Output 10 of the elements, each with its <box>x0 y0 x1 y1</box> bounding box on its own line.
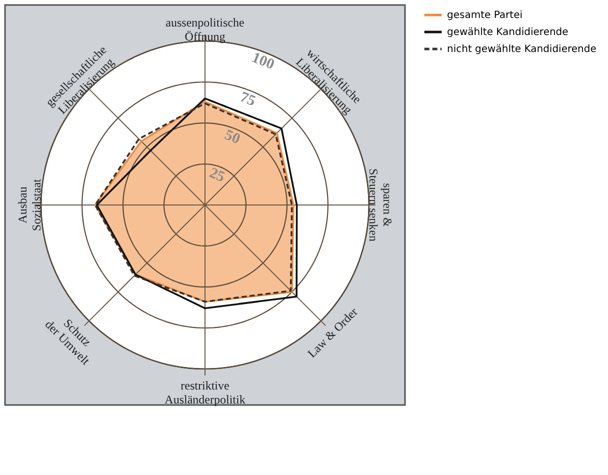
y-tick-label: 25 <box>206 165 227 186</box>
y-tick-label: 75 <box>238 89 258 110</box>
y-tick-label: 100 <box>250 50 276 74</box>
legend-label: gewählte Kandidierende <box>447 27 568 38</box>
spoke-label: sparen & Steuern senken <box>366 168 394 242</box>
spoke-label: Ausbau Sozialstaat <box>16 178 44 231</box>
legend-label: gesamte Partei <box>447 10 523 21</box>
spoke-label: restriktive Ausländerpolitik <box>164 378 246 406</box>
y-tick-label: 50 <box>222 127 242 148</box>
legend-label: nicht gewählte Kandidierende <box>447 44 596 55</box>
